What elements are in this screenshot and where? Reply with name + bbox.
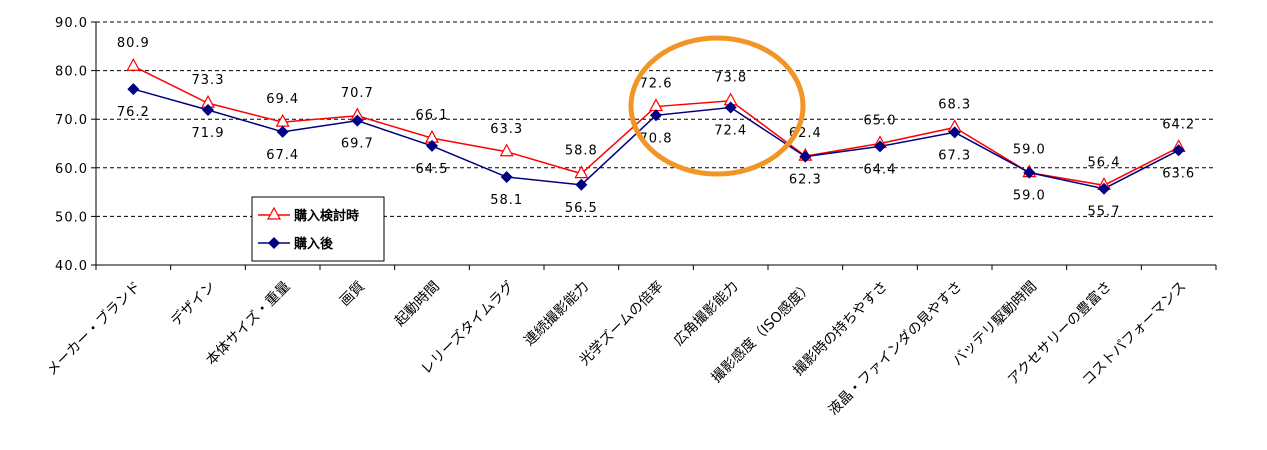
data-label-series-1: 66.1: [416, 108, 449, 123]
data-label-series-1: 64.2: [1162, 117, 1195, 132]
data-point-series-1: [126, 57, 141, 71]
data-point-series-2: [724, 101, 737, 114]
data-point-series-2: [1098, 182, 1110, 195]
data-point-series-2: [575, 178, 588, 191]
data-label-series-2: 69.7: [341, 137, 374, 152]
x-tick-marks: [95, 265, 1217, 270]
data-label-series-2: 56.5: [565, 201, 598, 216]
data-point-series-2: [948, 126, 961, 139]
data-label-series-1: 73.8: [714, 71, 747, 86]
data-point-series-1: [648, 98, 664, 112]
data-label-series-2: 72.4: [714, 124, 747, 139]
x-category-label: メーカー・ブランド: [43, 278, 144, 379]
x-category-label: 広角撮影能力: [670, 278, 741, 349]
legend-marker-series-1: [266, 206, 282, 220]
data-point-series-1: [574, 165, 589, 179]
data-label-series-1: 68.3: [938, 97, 971, 112]
x-category-label: 本体サイズ・重量: [203, 279, 293, 369]
y-tick-label: 70.0: [55, 113, 88, 128]
legend-label-series-1: 購入検討時: [293, 208, 359, 224]
data-label-series-1: 56.4: [1088, 155, 1121, 170]
data-label-series-1: 80.9: [117, 36, 150, 51]
data-point-series-2: [1023, 166, 1036, 179]
legend-marker-series-2: [268, 237, 280, 249]
y-tick-label: 40.0: [55, 259, 88, 274]
data-label-series-2: 64.4: [864, 162, 897, 177]
data-label-series-2: 67.3: [938, 148, 971, 163]
data-point-series-2: [202, 103, 214, 116]
y-tick-label: 60.0: [55, 162, 88, 177]
data-label-series-1: 70.7: [341, 86, 374, 101]
legend: 購入検討時 購入後: [251, 196, 385, 262]
data-point-series-2: [351, 114, 364, 127]
data-label-series-2: 67.4: [266, 148, 299, 163]
data-point-series-2: [1172, 144, 1185, 157]
legend-label-series-2: 購入後: [293, 236, 334, 252]
data-label-series-1: 69.4: [266, 92, 299, 107]
data-label-series-2: 59.0: [1013, 189, 1046, 204]
data-label-series-2: 76.2: [117, 105, 150, 120]
data-label-series-1: 72.6: [640, 77, 673, 92]
data-point-series-2: [500, 171, 513, 184]
x-category-label: 起動時間: [392, 279, 443, 330]
data-label-series-2: 62.3: [789, 173, 822, 188]
data-label-series-1: 73.3: [192, 73, 225, 88]
series-group: [126, 57, 1186, 195]
data-point-series-2: [650, 109, 662, 122]
highlight-circle: [628, 35, 806, 177]
y-tick-labels: 40.0 50.0 60.0 70.0 80.0 90.0: [55, 16, 88, 274]
data-label-series-2: 58.1: [490, 193, 523, 208]
y-tick-label: 50.0: [55, 210, 88, 225]
y-tick-label: 80.0: [55, 65, 88, 80]
data-label-series-1: 59.0: [1013, 143, 1046, 158]
data-label-series-2: 64.5: [416, 162, 449, 177]
data-point-series-1: [499, 143, 514, 157]
data-label-series-2: 55.7: [1088, 205, 1121, 220]
data-point-series-2: [874, 140, 886, 153]
data-label-series-1: 65.0: [864, 114, 897, 129]
y-tick-label: 90.0: [55, 16, 88, 31]
data-label-series-1: 58.8: [565, 144, 598, 159]
data-label-series-2: 71.9: [192, 126, 225, 141]
data-label-series-1: 63.3: [490, 122, 523, 137]
x-category-label: 連続撮影能力: [521, 278, 592, 349]
data-labels: 80.9 76.2 73.3 71.9 69.4 67.4 70.7 69.7 66.1 64.5…: [117, 36, 1195, 220]
data-point-series-2: [127, 83, 140, 96]
x-category-label: 液晶・ファインダの見やすさ: [825, 279, 965, 419]
x-category-label: デザイン: [167, 278, 219, 330]
data-point-series-2: [276, 125, 289, 138]
data-label-series-2: 63.6: [1162, 166, 1195, 181]
data-point-series-2: [799, 150, 812, 163]
x-category-label: 画質: [337, 279, 368, 310]
data-point-series-2: [426, 139, 438, 152]
